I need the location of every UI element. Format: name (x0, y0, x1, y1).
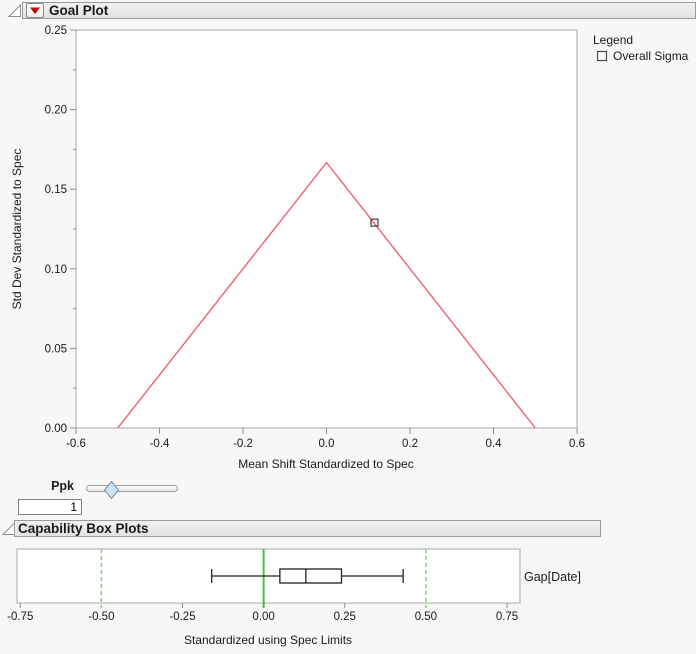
box-plots-header: Capability Box Plots (14, 520, 601, 537)
box-plot-x-axis: -0.75 -0.50 -0.25 0.00 0.25 0.50 0.75 (7, 603, 518, 623)
legend-item-label[interactable]: Overall Sigma (613, 49, 689, 63)
goal-plot-header: Goal Plot (22, 2, 696, 19)
legend-square-marker-icon[interactable] (596, 50, 608, 62)
goal-plot-title: Goal Plot (49, 3, 109, 18)
box-plot-row-label: Gap[Date] (524, 570, 581, 584)
goal-x-axis: -0.6 -0.4 -0.2 0.0 0.2 0.4 0.6 (66, 428, 585, 450)
svg-text:-0.50: -0.50 (88, 611, 114, 623)
goal-triangle-line (117, 161, 536, 429)
ppk-slider-track[interactable] (86, 485, 178, 492)
goal-plot-chart: 0.00 0.05 0.10 0.15 0.20 0.25 -0.6 -0.4 -0.2 0.0… (10, 25, 689, 471)
goal-x-axis-title: Mean Shift Standardized to Spec (238, 457, 413, 471)
svg-text:-0.6: -0.6 (66, 438, 86, 450)
ppk-input[interactable] (18, 499, 82, 515)
ppk-label: Ppk (51, 479, 74, 493)
red-triangle-menu-button[interactable] (26, 3, 44, 18)
goal-y-axis: 0.00 0.05 0.10 0.15 0.20 0.25 (45, 25, 76, 435)
svg-text:0.25: 0.25 (334, 611, 356, 623)
box-plot-gap-date[interactable] (211, 568, 404, 584)
svg-text:0.00: 0.00 (252, 611, 274, 623)
svg-text:0.00: 0.00 (45, 423, 67, 435)
red-triangle-icon (30, 7, 40, 14)
svg-text:0.0: 0.0 (319, 438, 335, 450)
svg-text:0.50: 0.50 (415, 611, 437, 623)
svg-text:0.05: 0.05 (45, 343, 67, 355)
legend-title: Legend (593, 33, 633, 47)
disclosure-triangle-goal-plot[interactable] (8, 4, 22, 18)
svg-text:0.10: 0.10 (45, 264, 67, 276)
goal-plot-frame[interactable] (75, 29, 578, 429)
ppk-slider-thumb[interactable] (104, 481, 119, 499)
svg-text:0.25: 0.25 (45, 25, 67, 37)
box-plots-title: Capability Box Plots (18, 521, 149, 536)
box-plot-x-axis-title: Standardized using Spec Limits (184, 633, 352, 647)
svg-text:-0.25: -0.25 (169, 611, 195, 623)
svg-text:0.6: 0.6 (569, 438, 585, 450)
svg-text:0.75: 0.75 (496, 611, 518, 623)
spec-limit-lines (100, 549, 427, 608)
svg-text:-0.4: -0.4 (150, 438, 170, 450)
svg-text:0.2: 0.2 (402, 438, 418, 450)
goal-y-axis-title: Std Dev Standardized to Spec (10, 149, 24, 310)
svg-text:0.15: 0.15 (45, 184, 67, 196)
capability-box-plot-chart: -0.75 -0.50 -0.25 0.00 0.25 0.50 0.75 Gap[Date… (7, 548, 581, 647)
svg-text:-0.2: -0.2 (233, 438, 253, 450)
overall-sigma-marker[interactable] (370, 218, 379, 227)
svg-text:-0.75: -0.75 (7, 611, 33, 623)
svg-text:0.4: 0.4 (486, 438, 503, 450)
svg-text:0.20: 0.20 (45, 105, 67, 117)
